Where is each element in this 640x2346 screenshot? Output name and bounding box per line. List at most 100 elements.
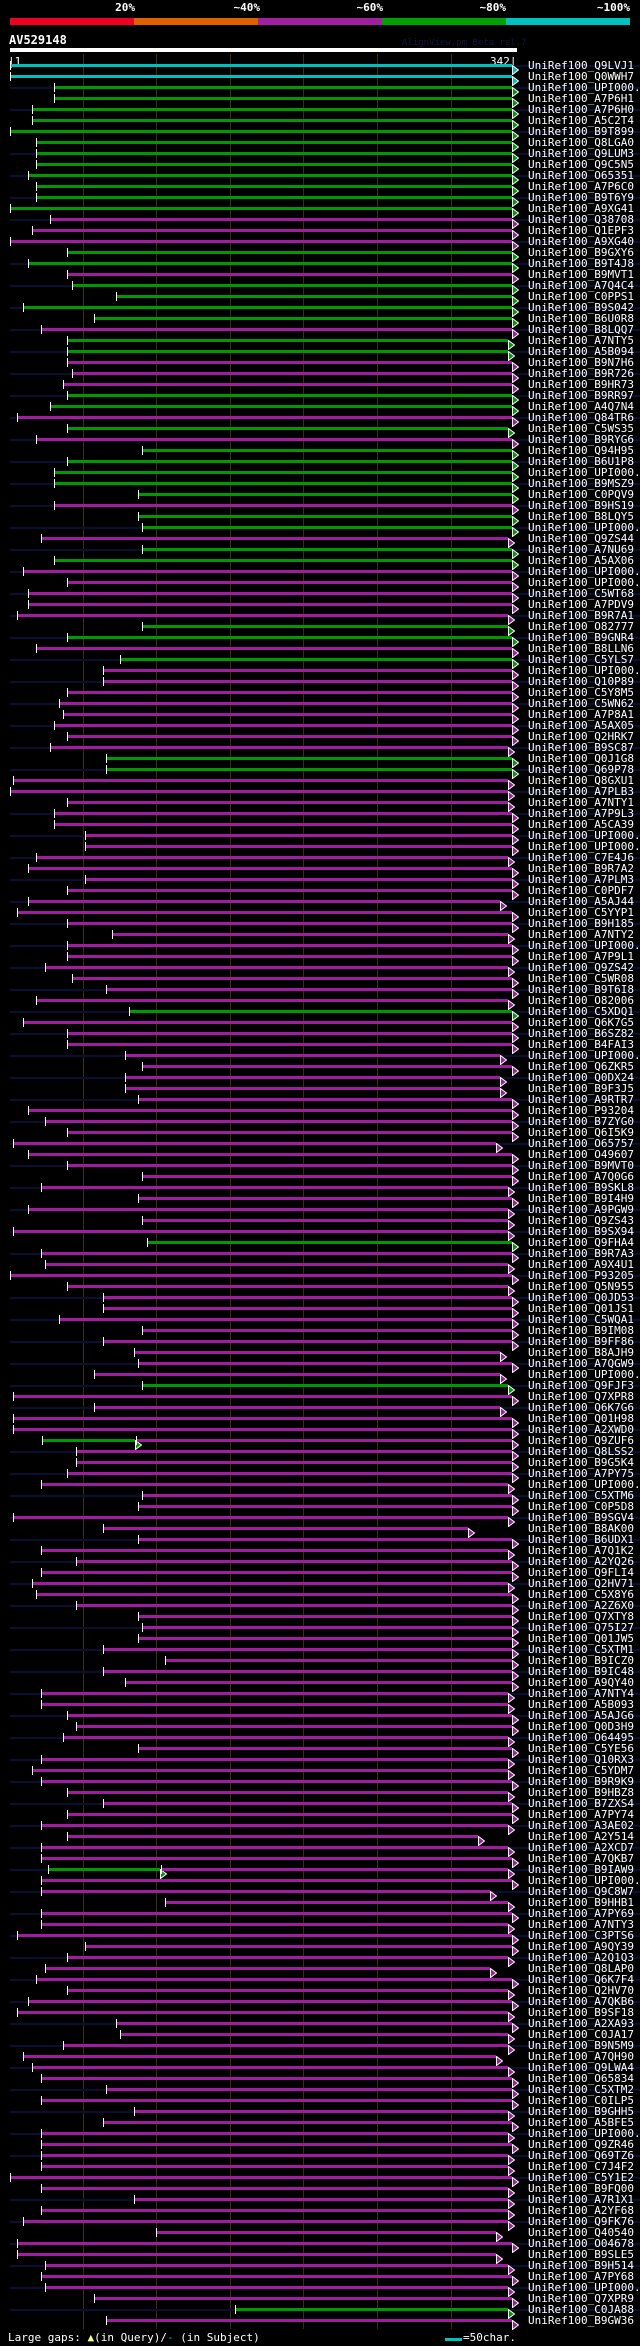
subject-label[interactable]: UniRef100_A5AX06 <box>528 554 634 567</box>
subject-label[interactable]: UniRef100_B9R9K9 <box>528 1775 634 1788</box>
subject-label[interactable]: UniRef100_C5X8Y6 <box>528 1588 634 1601</box>
subject-label[interactable]: UniRef100_C0PDF7 <box>528 884 634 897</box>
subject-label[interactable]: UniRef100_A7PLM3 <box>528 873 634 886</box>
subject-label[interactable]: UniRef100_Q84TR6 <box>528 411 634 424</box>
subject-label[interactable]: UniRef100_Q10P89 <box>528 675 634 688</box>
subject-label[interactable]: UniRef100_UPI000.. <box>528 81 640 94</box>
subject-label[interactable]: UniRef100_A7NTY4 <box>528 1687 634 1700</box>
subject-label[interactable]: UniRef100_B6SZ82 <box>528 1027 634 1040</box>
subject-label[interactable]: UniRef100_A5CA39 <box>528 818 634 831</box>
subject-label[interactable]: UniRef100_A7Q4C4 <box>528 279 634 292</box>
subject-label[interactable]: UniRef100_B9SGV4 <box>528 1511 634 1524</box>
subject-label[interactable]: UniRef100_A9XG41 <box>528 202 634 215</box>
subject-label[interactable]: UniRef100_Q0J1G8 <box>528 752 634 765</box>
subject-label[interactable]: UniRef100_A7NTY3 <box>528 1918 634 1931</box>
subject-label[interactable]: UniRef100_B9T6I8 <box>528 983 634 996</box>
subject-label[interactable]: UniRef100_B9FQ00 <box>528 2182 634 2195</box>
subject-label[interactable]: UniRef100_UPI000.. <box>528 1368 640 1381</box>
subject-label[interactable]: UniRef100_O49607 <box>528 1148 634 1161</box>
subject-label[interactable]: UniRef100_B8LQQ7 <box>528 323 634 336</box>
subject-label[interactable]: UniRef100_C0ILP5 <box>528 2094 634 2107</box>
subject-label[interactable]: UniRef100_Q69TZ6 <box>528 2149 634 2162</box>
subject-label[interactable]: UniRef100_UPI000.. <box>528 576 640 589</box>
subject-label[interactable]: UniRef100_A5AJG6 <box>528 1709 634 1722</box>
subject-label[interactable]: UniRef100_B9GW36 <box>528 2314 634 2327</box>
subject-label[interactable]: UniRef100_B7ZXS4 <box>528 1797 634 1810</box>
subject-label[interactable]: UniRef100_A7Q0G6 <box>528 1170 634 1183</box>
subject-label[interactable]: UniRef100_Q9ZUF6 <box>528 1434 634 1447</box>
subject-label[interactable]: UniRef100_B9SLE5 <box>528 2248 634 2261</box>
subject-label[interactable]: UniRef100_Q9FLI4 <box>528 1566 634 1579</box>
subject-label[interactable]: UniRef100_A2YQ26 <box>528 1555 634 1568</box>
subject-label[interactable]: UniRef100_B9HHB1 <box>528 1896 634 1909</box>
subject-label[interactable]: UniRef100_Q8GXU1 <box>528 774 634 787</box>
subject-label[interactable]: UniRef100_A7PY69 <box>528 1907 634 1920</box>
subject-label[interactable]: UniRef100_Q1EPF3 <box>528 224 634 237</box>
subject-label[interactable]: UniRef100_B6U0R8 <box>528 312 634 325</box>
subject-label[interactable]: UniRef100_B9MVT0 <box>528 1159 634 1172</box>
subject-label[interactable]: UniRef100_Q6K7G6 <box>528 1401 634 1414</box>
subject-label[interactable]: UniRef100_A5AJ44 <box>528 895 634 908</box>
subject-label[interactable]: UniRef100_Q2HV70 <box>528 1984 634 1997</box>
subject-label[interactable]: UniRef100_A2Y514 <box>528 1830 634 1843</box>
subject-label[interactable]: UniRef100_O82006 <box>528 994 634 1007</box>
subject-label[interactable]: UniRef100_B9HS19 <box>528 499 634 512</box>
subject-label[interactable]: UniRef100_Q0JD53 <box>528 1291 634 1304</box>
subject-label[interactable]: UniRef100_B9T6Y9 <box>528 191 634 204</box>
subject-label[interactable]: UniRef100_P93205 <box>528 1269 634 1282</box>
subject-label[interactable]: UniRef100_C0P5D8 <box>528 1500 634 1513</box>
subject-label[interactable]: UniRef100_Q0D3H9 <box>528 1720 634 1733</box>
subject-label[interactable]: UniRef100_C5XTM2 <box>528 2083 634 2096</box>
subject-label[interactable]: UniRef100_B9IC48 <box>528 1665 634 1678</box>
subject-label[interactable]: UniRef100_A7QKB7 <box>528 1852 634 1865</box>
subject-label[interactable]: UniRef100_A5C2T4 <box>528 114 634 127</box>
subject-label[interactable]: UniRef100_B9RYG6 <box>528 433 634 446</box>
subject-label[interactable]: UniRef100_UPI000.. <box>528 840 640 853</box>
subject-label[interactable]: UniRef100_A7PDV9 <box>528 598 634 611</box>
subject-label[interactable]: UniRef100_Q6K7F4 <box>528 1973 634 1986</box>
subject-label[interactable]: UniRef100_C5WN62 <box>528 697 634 710</box>
subject-label[interactable]: UniRef100_C5WS35 <box>528 422 634 435</box>
subject-label[interactable]: UniRef100_A7R1X1 <box>528 2193 634 2206</box>
subject-label[interactable]: UniRef100_B7ZYG0 <box>528 1115 634 1128</box>
subject-label[interactable]: UniRef100_B9SC87 <box>528 741 634 754</box>
subject-label[interactable]: UniRef100_A5BFE5 <box>528 2116 634 2129</box>
subject-label[interactable]: UniRef100_B9HBZ8 <box>528 1786 634 1799</box>
subject-label[interactable]: UniRef100_A7P8A1 <box>528 708 634 721</box>
subject-label[interactable]: UniRef100_Q8LSS2 <box>528 1445 634 1458</box>
subject-label[interactable]: UniRef100_C7E4J6 <box>528 851 634 864</box>
subject-label[interactable]: UniRef100_A2Z6X0 <box>528 1599 634 1612</box>
subject-label[interactable]: UniRef100_B9FF86 <box>528 1335 634 1348</box>
subject-label[interactable]: UniRef100_P93204 <box>528 1104 634 1117</box>
subject-label[interactable]: UniRef100_B4FAI3 <box>528 1038 634 1051</box>
subject-label[interactable]: UniRef100_C5XTM1 <box>528 1643 634 1656</box>
subject-label[interactable]: UniRef100_C5YLS7 <box>528 653 634 666</box>
subject-label[interactable]: UniRef100_UPI000.. <box>528 565 640 578</box>
subject-label[interactable]: UniRef100_Q9FJF3 <box>528 1379 634 1392</box>
subject-label[interactable]: UniRef100_B9G5K4 <box>528 1456 634 1469</box>
subject-label[interactable]: UniRef100_C5WR08 <box>528 972 634 985</box>
subject-label[interactable]: UniRef100_Q9C8W7 <box>528 1885 634 1898</box>
subject-label[interactable]: UniRef100_A9RTR7 <box>528 1093 634 1106</box>
subject-label[interactable]: UniRef100_UPI000.. <box>528 1874 640 1887</box>
subject-label[interactable]: UniRef100_A7P6H1 <box>528 92 634 105</box>
subject-label[interactable]: UniRef100_Q9C5N5 <box>528 158 634 171</box>
subject-label[interactable]: UniRef100_C5Y1E2 <box>528 2171 634 2184</box>
subject-label[interactable]: UniRef100_A7QH90 <box>528 2050 634 2063</box>
subject-label[interactable]: UniRef100_A5AX05 <box>528 719 634 732</box>
subject-label[interactable]: UniRef100_O65351 <box>528 169 634 182</box>
subject-label[interactable]: UniRef100_A7QGW9 <box>528 1357 634 1370</box>
subject-label[interactable]: UniRef100_A9PGW9 <box>528 1203 634 1216</box>
subject-label[interactable]: UniRef100_A7PLB3 <box>528 785 634 798</box>
subject-label[interactable]: UniRef100_A7PY74 <box>528 1808 634 1821</box>
subject-label[interactable]: UniRef100_C5YE56 <box>528 1742 634 1755</box>
subject-label[interactable]: UniRef100_Q9LUM3 <box>528 147 634 160</box>
subject-label[interactable]: UniRef100_B9MVT1 <box>528 268 634 281</box>
subject-label[interactable]: UniRef100_A9XG40 <box>528 235 634 248</box>
subject-label[interactable]: UniRef100_Q9FHA4 <box>528 1236 634 1249</box>
subject-label[interactable]: UniRef100_A3AE02 <box>528 1819 634 1832</box>
subject-label[interactable]: UniRef100_Q8LGA0 <box>528 136 634 149</box>
subject-label[interactable]: UniRef100_O65834 <box>528 2072 634 2085</box>
subject-label[interactable]: UniRef100_Q9ZS43 <box>528 1214 634 1227</box>
subject-label[interactable]: UniRef100_B9IAW9 <box>528 1863 634 1876</box>
